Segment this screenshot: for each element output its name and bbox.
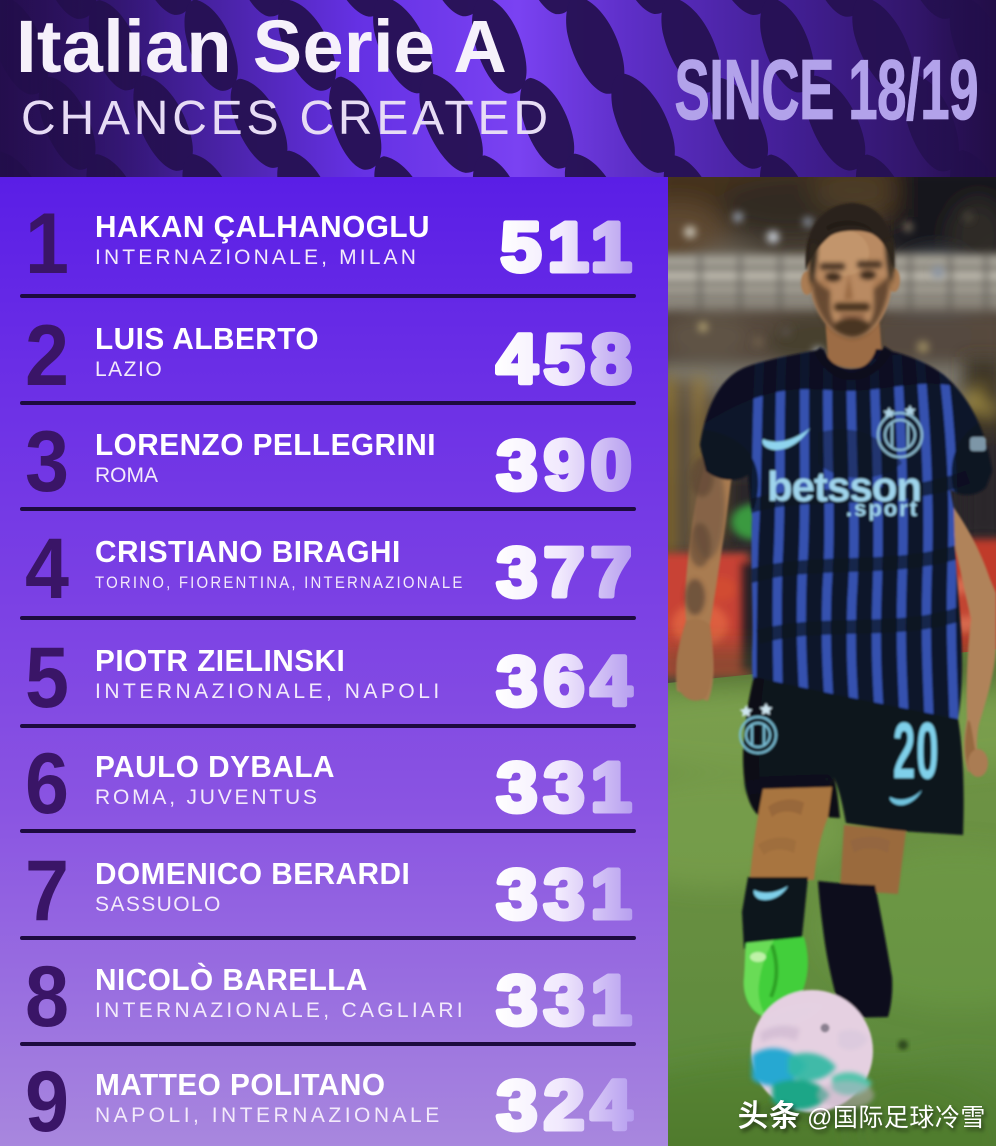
svg-text:364: 364 [496,643,638,721]
svg-text:.sport: .sport [846,496,919,521]
svg-text:331: 331 [496,962,638,1040]
svg-text:390: 390 [496,427,638,505]
svg-text:324: 324 [496,1067,638,1145]
svg-text:377: 377 [496,534,638,612]
svg-text:20: 20 [893,707,939,796]
svg-text:331: 331 [496,749,638,827]
svg-text:331: 331 [496,856,638,934]
svg-text:betsson: betsson [767,463,921,510]
svg-text:511: 511 [501,209,638,287]
svg-text:458: 458 [496,321,638,399]
